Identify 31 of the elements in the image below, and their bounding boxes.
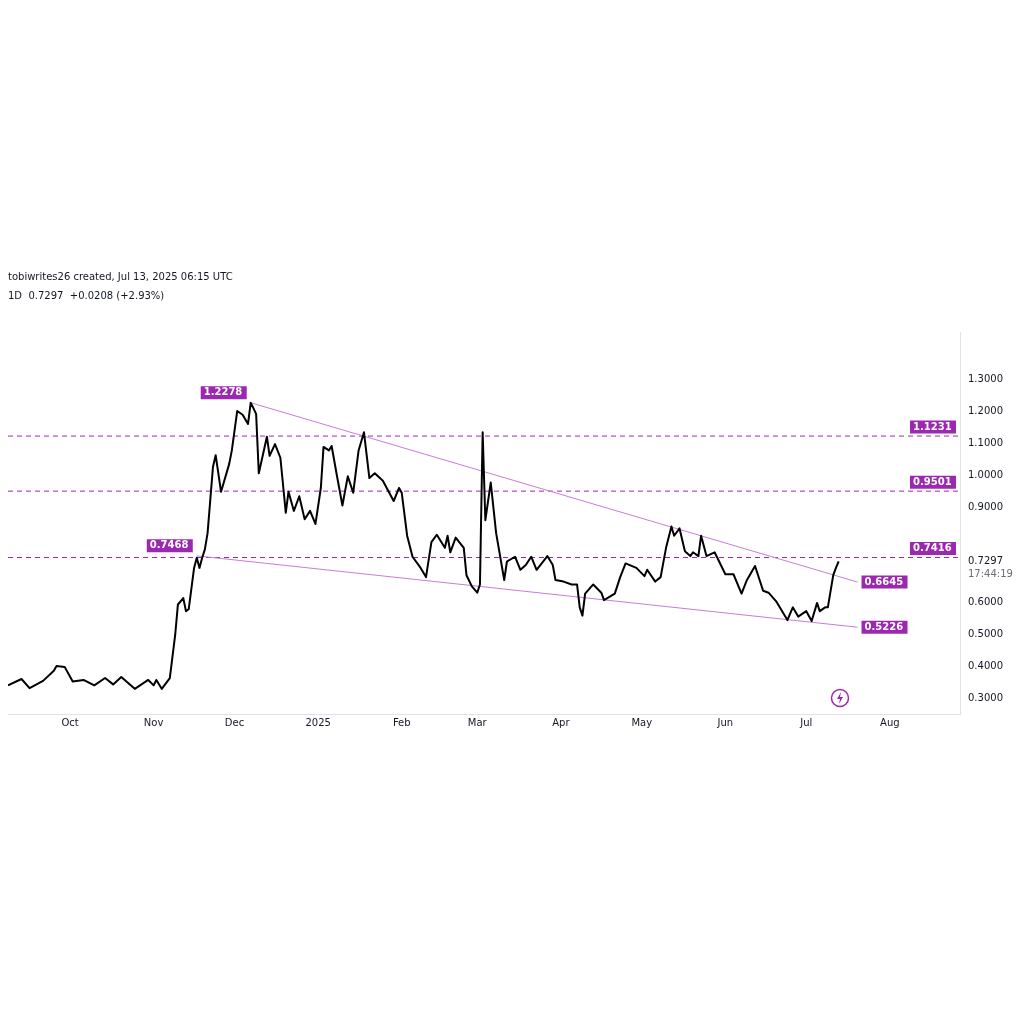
ref-line-label: 1.1231 [913,420,952,432]
data-label: 0.7468 [149,539,189,551]
x-tick-label: 2025 [305,716,331,728]
x-tick-label: Aug [880,716,900,728]
x-tick-label: Jun [716,716,734,728]
ref-line-label: 0.9501 [913,475,952,487]
y-tick-label: 1.3000 [968,373,1003,385]
x-tick-label: Feb [392,716,411,728]
data-label: 0.6645 [864,575,904,587]
y-tick-label: 1.2000 [968,405,1003,417]
x-tick-label: Oct [61,716,79,728]
chart-title: 1D 0.7297 +0.0208 (+2.93%) [8,289,165,301]
y-tick-label: 0.4000 [968,659,1003,671]
y-tick-label: 0.9000 [968,500,1003,512]
ref-line-label: 0.7416 [913,542,952,554]
y-tick-label: 0.3000 [968,691,1003,703]
y-tick-label: 1.0000 [968,468,1003,480]
x-tick-label: May [631,716,653,728]
x-tick-label: Nov [143,716,164,728]
x-tick-label: Apr [552,716,571,728]
x-tick-label: Dec [224,716,245,728]
y-tick-label: 0.6000 [968,596,1003,608]
data-label: 1.2278 [203,386,243,398]
data-label: 0.5226 [864,620,904,632]
x-tick-label: Mar [467,716,488,728]
text: 17:44:19 [968,567,1013,579]
chart-subtitle: tobiwrites26 created, Jul 13, 2025 06:15 UTC [8,271,233,282]
x-tick-label: Jul [799,716,813,728]
y-tick-label: 0.5000 [968,628,1003,640]
y-tick-label: 1.1000 [968,437,1003,449]
y-tick-label: 0.7297 [968,554,1003,566]
